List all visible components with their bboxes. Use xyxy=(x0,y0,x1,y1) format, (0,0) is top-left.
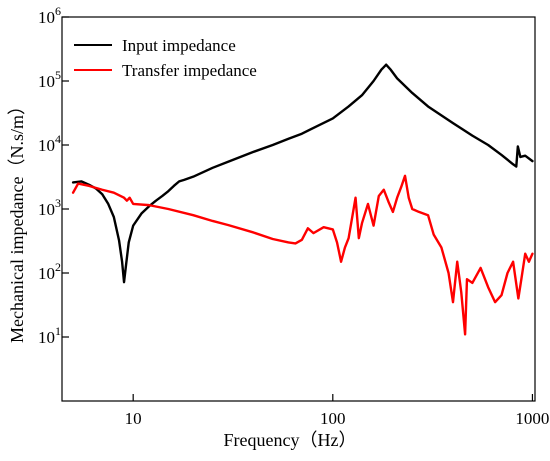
series-line-transfer-impedance xyxy=(71,174,534,336)
y-tick-label: 105 xyxy=(38,68,61,91)
y-tick-label: 103 xyxy=(38,196,61,219)
y-axis: 101 102 103 104 105 106 xyxy=(38,4,69,347)
x-tick-label: 10 xyxy=(125,409,142,428)
legend-label-input: Input impedance xyxy=(122,36,236,55)
y-axis-title: Mechanical impedance（N.s/m） xyxy=(7,97,27,343)
legend-label-transfer: Transfer impedance xyxy=(122,61,257,80)
legend: Input impedance Transfer impedance xyxy=(74,36,257,80)
y-tick-label: 102 xyxy=(38,260,61,283)
x-tick-label: 100 xyxy=(320,409,346,428)
y-tick-label: 101 xyxy=(38,324,61,347)
y-tick-label: 104 xyxy=(38,132,61,155)
series-line-input-impedance xyxy=(71,63,534,284)
x-tick-label: 1000 xyxy=(515,409,549,428)
x-axis-title: Frequency（Hz） xyxy=(224,430,357,450)
x-axis: 10 100 1000 xyxy=(125,394,549,428)
y-tick-label: 106 xyxy=(38,4,61,27)
series-layer xyxy=(71,63,534,336)
